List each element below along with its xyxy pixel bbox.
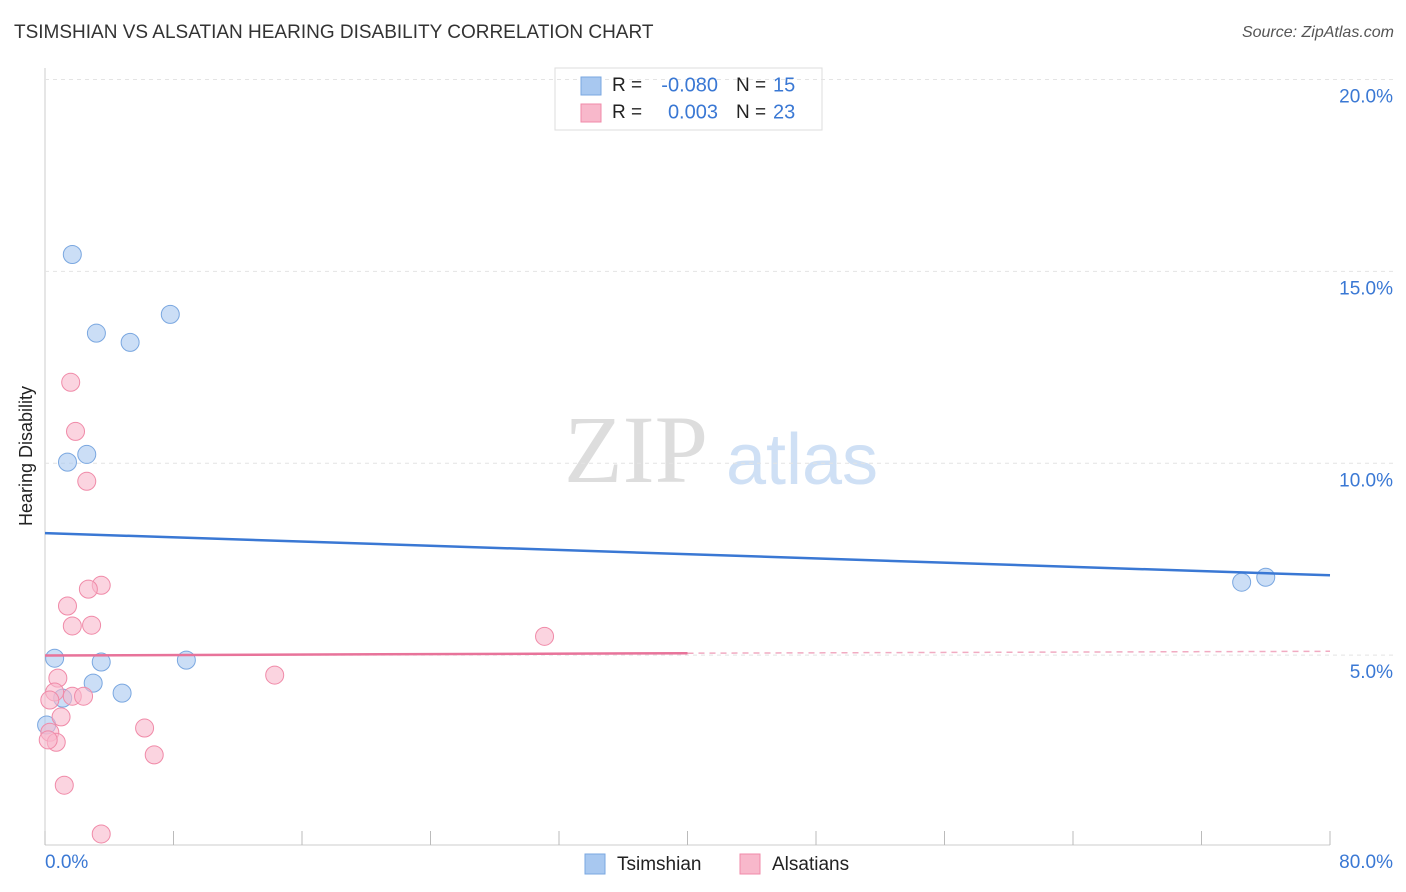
- legend-swatch: [580, 76, 602, 96]
- r-value: -0.080: [661, 74, 718, 96]
- stat-label: N =: [736, 102, 766, 123]
- y-tick-label: 15.0%: [1339, 278, 1393, 299]
- point: [91, 824, 111, 844]
- point: [51, 707, 71, 727]
- stat-label: R =: [612, 102, 642, 123]
- point: [38, 730, 58, 750]
- chart-title: TSIMSHIAN VS ALSATIAN HEARING DISABILITY…: [14, 22, 654, 43]
- point: [61, 372, 81, 392]
- stat-label: R =: [612, 75, 642, 96]
- legend-swatch: [580, 103, 602, 123]
- point: [66, 421, 86, 441]
- point: [45, 648, 65, 668]
- point: [83, 673, 103, 693]
- trend-line-extension: [687, 650, 1331, 654]
- y-tick-label: 5.0%: [1350, 662, 1393, 683]
- point: [1256, 567, 1276, 587]
- point: [54, 775, 74, 795]
- point: [265, 665, 285, 685]
- point: [62, 244, 82, 264]
- y-axis-label: Hearing Disability: [16, 386, 36, 526]
- r-value: 0.003: [668, 101, 718, 123]
- point: [86, 323, 106, 343]
- x-tick-label: 0.0%: [45, 852, 88, 873]
- n-value: 23: [773, 101, 795, 123]
- point: [82, 615, 102, 635]
- point: [57, 596, 77, 616]
- stat-label: N =: [736, 75, 766, 96]
- y-tick-label: 10.0%: [1339, 470, 1393, 491]
- x-tick-label: 80.0%: [1339, 852, 1393, 873]
- point: [535, 626, 555, 646]
- point: [144, 745, 164, 765]
- point: [120, 332, 140, 352]
- point: [112, 683, 132, 703]
- trend-line: [44, 531, 1331, 577]
- watermark: atlas: [726, 420, 878, 500]
- point: [74, 686, 94, 706]
- watermark: ZIP: [564, 396, 708, 503]
- point: [57, 452, 77, 472]
- legend-swatch: [584, 853, 606, 875]
- point: [135, 718, 155, 738]
- legend-label: Tsimshian: [617, 854, 701, 875]
- point: [62, 616, 82, 636]
- point: [77, 444, 97, 464]
- point: [91, 652, 111, 672]
- legend-swatch: [739, 853, 761, 875]
- legend-label: Alsatians: [772, 854, 849, 875]
- point: [160, 304, 180, 324]
- point: [40, 690, 60, 710]
- point: [78, 579, 98, 599]
- y-tick-label: 20.0%: [1339, 87, 1393, 108]
- point: [77, 471, 97, 491]
- n-value: 15: [773, 74, 795, 96]
- point: [1232, 572, 1252, 592]
- source: Source: ZipAtlas.com: [1242, 24, 1394, 41]
- trend-line: [44, 651, 688, 657]
